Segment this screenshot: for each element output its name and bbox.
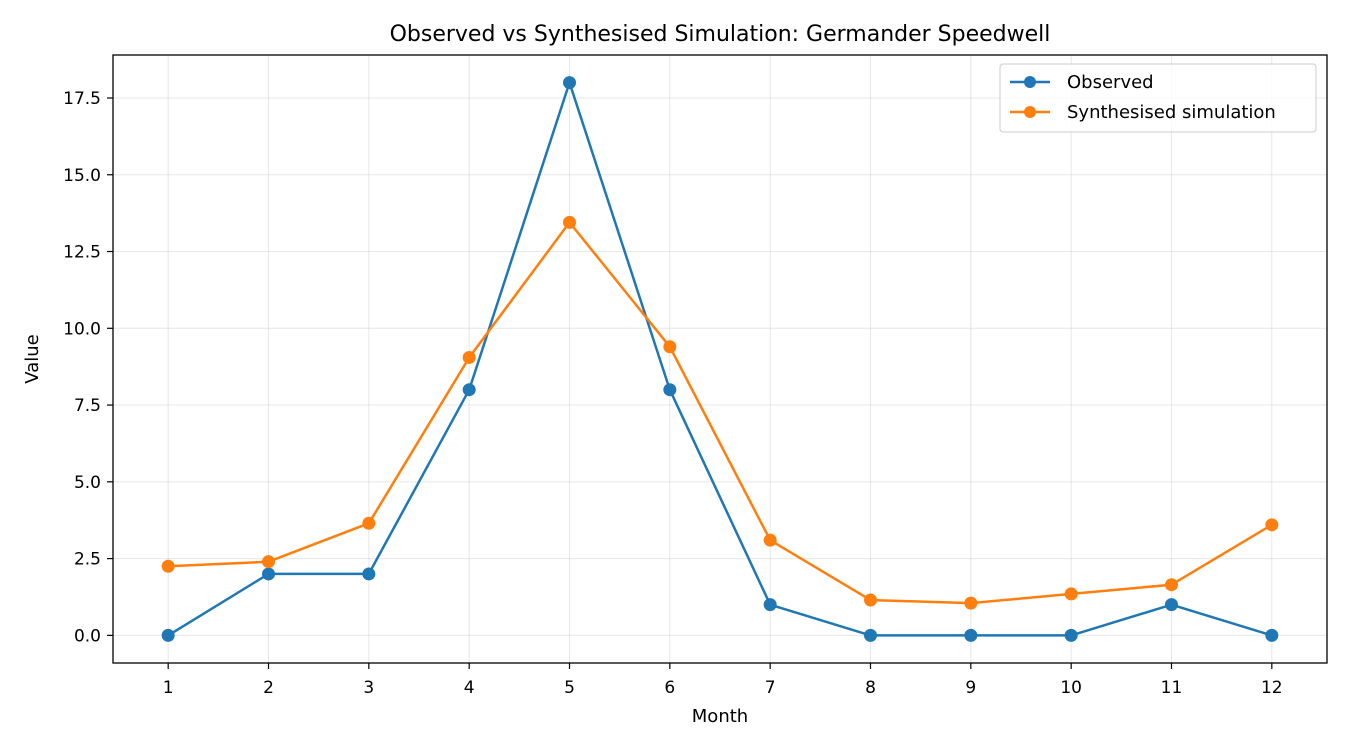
y-tick-label: 7.5 [74, 396, 101, 416]
series-observed-point [1164, 598, 1178, 612]
legend-label-observed: Observed [1067, 72, 1154, 93]
series-synthesised-simulation-point [362, 516, 376, 530]
y-axis: 0.0 2.5 5.0 7.5 10.0 12.5 15.0 17.5 [63, 89, 113, 646]
y-tick-label: 5.0 [74, 473, 101, 493]
series-synthesised-simulation-point [563, 215, 577, 229]
y-tick-label: 10.0 [63, 319, 101, 339]
plot-area-frame [112, 54, 1328, 664]
y-axis-label: Value [22, 334, 43, 383]
legend-box [999, 63, 1317, 133]
series-observed-point [964, 628, 978, 642]
series-synthesised-simulation-point [161, 559, 175, 573]
x-tick-label: 2 [263, 678, 274, 698]
y-tick-label: 0.0 [74, 626, 101, 646]
x-tick-label: 4 [464, 678, 475, 698]
series-synthesised-simulation-point [462, 350, 476, 364]
x-tick-label: 12 [1261, 678, 1283, 698]
series-synthesised-simulation-point [763, 533, 777, 547]
series-synthesised-simulation-point [262, 555, 276, 569]
x-tick-label: 10 [1060, 678, 1082, 698]
series-observed-point [763, 598, 777, 612]
x-tick-label: 11 [1161, 678, 1183, 698]
series-observed-point [462, 383, 476, 397]
series-observed-point [1265, 628, 1279, 642]
series-synthesised-simulation-point [863, 593, 877, 607]
x-tick-label: 6 [664, 678, 675, 698]
x-axis: 1 2 3 4 5 6 7 8 9 10 11 12 [163, 663, 1283, 698]
x-tick-label: 3 [363, 678, 374, 698]
series-synthesised-simulation-point [1164, 578, 1178, 592]
x-tick-label: 8 [865, 678, 876, 698]
series-observed-point [663, 383, 677, 397]
series-synthesised-simulation [161, 215, 1279, 610]
series-observed-point [1064, 628, 1078, 642]
series-observed-line [167, 81, 1273, 637]
series-synthesised-simulation-point [964, 596, 978, 610]
legend-marker-synthesised [1024, 106, 1036, 118]
series-synthesised-simulation-line [168, 221, 1273, 605]
series-observed-point [563, 76, 577, 90]
series-observed-point [863, 628, 877, 642]
x-tick-label: 5 [564, 678, 575, 698]
series-synthesised-simulation-point [1064, 587, 1078, 601]
series-observed-point [262, 567, 276, 581]
series-layer [161, 76, 1279, 642]
x-tick-label: 1 [163, 678, 174, 698]
y-tick-label: 17.5 [63, 89, 101, 109]
y-tick-label: 2.5 [74, 550, 101, 570]
series-observed-point [362, 567, 376, 581]
series-observed-point [161, 628, 175, 642]
y-tick-label: 12.5 [63, 243, 101, 263]
series-synthesised-simulation-point [1265, 518, 1279, 532]
legend-label-synthesised: Synthesised simulation [1067, 102, 1276, 123]
x-tick-label: 7 [765, 678, 776, 698]
series-observed [161, 76, 1279, 642]
legend: Observed Synthesised simulation [999, 63, 1317, 133]
legend-marker-observed [1024, 76, 1036, 88]
chart-title: Observed vs Synthesised Simulation: Germ… [390, 22, 1051, 47]
series-synthesised-simulation-point [663, 340, 677, 354]
y-tick-label: 15.0 [63, 166, 101, 186]
x-axis-label: Month [692, 706, 748, 727]
x-tick-label: 9 [965, 678, 976, 698]
